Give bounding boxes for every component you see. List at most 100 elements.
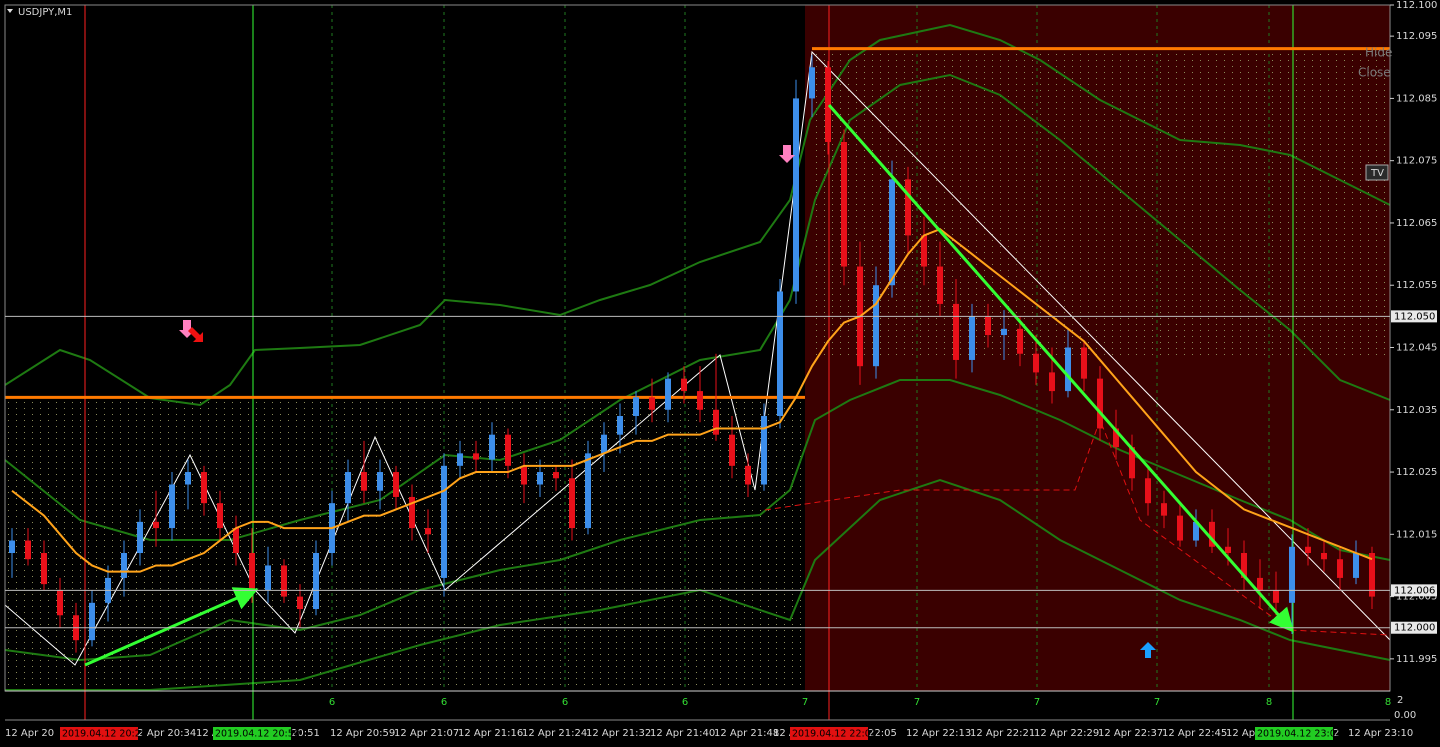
candle-body (617, 416, 623, 435)
candle-body (1049, 372, 1055, 392)
candle-body (473, 453, 479, 460)
x-tick-label: 12 Apr 22:45 (1162, 728, 1227, 739)
corner-value: 2 (1397, 695, 1403, 706)
candle-body (41, 553, 47, 585)
period-mark: 7 (914, 697, 920, 708)
x-tick-label: 12 Apr 21:40 (650, 728, 715, 739)
candle-body (1177, 515, 1183, 541)
time-marker-box (213, 727, 291, 740)
x-tick-label: 12 Apr 20:59 (330, 728, 395, 739)
x-tick-label: 12 Apr 22:13 (906, 728, 971, 739)
candle-body (601, 434, 607, 454)
period-mark: 6 (329, 697, 335, 708)
candle-body (729, 434, 735, 466)
candle-body (713, 409, 719, 435)
candle-body (681, 378, 687, 392)
period-separators (331, 5, 1270, 690)
price-label: 112.050 (1394, 311, 1435, 322)
candle-body (537, 472, 543, 485)
time-marker-box (60, 727, 138, 740)
x-tick-label: 22:05 (868, 728, 897, 739)
signal-arrow (779, 145, 795, 163)
candle-body (697, 391, 703, 410)
candle-body (1369, 553, 1375, 597)
price-label: 112.006 (1394, 585, 1435, 596)
candle-body (281, 565, 287, 597)
price-label-box (1391, 310, 1437, 323)
candle-body (1081, 347, 1087, 379)
price-label-box (1391, 621, 1437, 634)
x-tick-label: 12 Apr 21:16 (458, 728, 523, 739)
candle-body (89, 602, 95, 641)
candle-body (265, 565, 271, 591)
x-tick-label: 12 Apr 21:32 (586, 728, 651, 739)
period-mark: 7 (802, 697, 808, 708)
candle-body (57, 590, 63, 616)
candle-body (521, 465, 527, 485)
candle-body (1097, 378, 1103, 429)
menu-triangle[interactable] (7, 9, 13, 13)
candle-body (1321, 553, 1327, 560)
y-tick-label: 112.015 (1396, 529, 1437, 540)
y-tick-label: 112.085 (1396, 93, 1437, 104)
y-tick-label: 112.100 (1396, 0, 1437, 11)
candle-body (1113, 428, 1119, 448)
period-mark: 6 (682, 697, 688, 708)
x-tick-label: 2 (1333, 728, 1339, 739)
candle-body (489, 434, 495, 460)
period-mark: 6 (441, 697, 447, 708)
time-marker: 2019.04.12 20:50 (215, 729, 300, 740)
tv-badge[interactable] (1365, 164, 1389, 181)
candle-body (793, 98, 799, 292)
price-label-box (1391, 584, 1437, 597)
tv-badge-text: TV (1370, 168, 1384, 179)
x-tick-label: 12 Apr 20 (5, 728, 54, 739)
period-mark: 8 (1266, 697, 1272, 708)
x-tick-label: 12 Apr 22:37 (1098, 728, 1163, 739)
y-tick-label: 111.995 (1396, 654, 1437, 665)
candle-body (777, 291, 783, 416)
x-tick-label: 12 Apr 20:34 (131, 728, 196, 739)
time-marker: 2019.04.12 20:28 (62, 729, 147, 740)
zigzag (4, 50, 1391, 666)
y-tick-label: 112.025 (1396, 467, 1437, 478)
signal-arrow (188, 327, 203, 342)
candle-body (1289, 546, 1295, 603)
candle-body (185, 472, 191, 485)
y-tick-label: 112.035 (1396, 405, 1437, 416)
y-tick-label: 112.005 (1396, 592, 1437, 603)
symbol-title: USDJPY,M1 (18, 7, 72, 18)
box-fill (812, 48, 1390, 358)
x-tick-label: 20:51 (291, 728, 320, 739)
candle-body (1161, 503, 1167, 516)
close-button[interactable]: Close (1358, 66, 1391, 80)
candle-body (665, 378, 671, 410)
candle-body (249, 553, 255, 591)
candle-body (233, 528, 239, 553)
candle-body (825, 67, 831, 142)
candle-body (1257, 577, 1263, 591)
x-tick-label: 12 Apr 21:07 (394, 728, 459, 739)
candle-body (873, 285, 879, 367)
candle-body (9, 540, 15, 553)
candle-body (585, 453, 591, 529)
candle-body (393, 472, 399, 497)
candle-body (745, 465, 751, 485)
candle-body (1129, 447, 1135, 479)
x-tick-label: 12 Apr 22:21 (970, 728, 1035, 739)
candle-body (985, 316, 991, 336)
hide-button[interactable]: Hide (1365, 46, 1392, 60)
candle-body (1273, 590, 1279, 603)
x-tick-label: 12 Apr 21:24 (522, 728, 587, 739)
candle-body (937, 266, 943, 304)
candle-body (457, 453, 463, 466)
candle-body (377, 472, 383, 491)
x-tick-label: 12 Apr 21:48 (714, 728, 779, 739)
candle-body (905, 179, 911, 236)
candle-body (505, 434, 511, 466)
y-tick-label: 112.055 (1396, 280, 1437, 291)
candle-body (1001, 328, 1007, 336)
time-marker-box (1255, 727, 1333, 740)
candle-body (953, 303, 959, 360)
